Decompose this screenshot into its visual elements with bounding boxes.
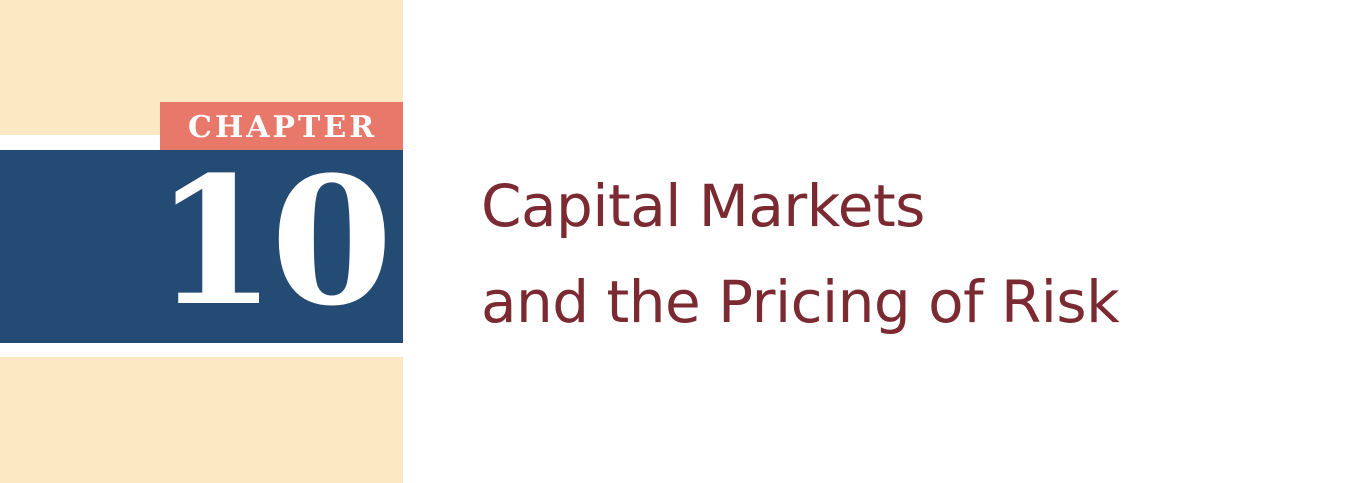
chapter-label-tab: CHAPTER xyxy=(160,102,403,150)
chapter-title: Capital Markets and the Pricing of Risk xyxy=(481,158,1120,350)
chapter-label: CHAPTER xyxy=(188,110,378,145)
chapter-title-line-2: and the Pricing of Risk xyxy=(481,268,1120,336)
divider-band-bottom xyxy=(0,343,403,357)
chapter-title-line-1: Capital Markets xyxy=(481,172,925,240)
chapter-number: 10 xyxy=(154,138,393,345)
chapter-number-block: 10 xyxy=(0,150,403,343)
